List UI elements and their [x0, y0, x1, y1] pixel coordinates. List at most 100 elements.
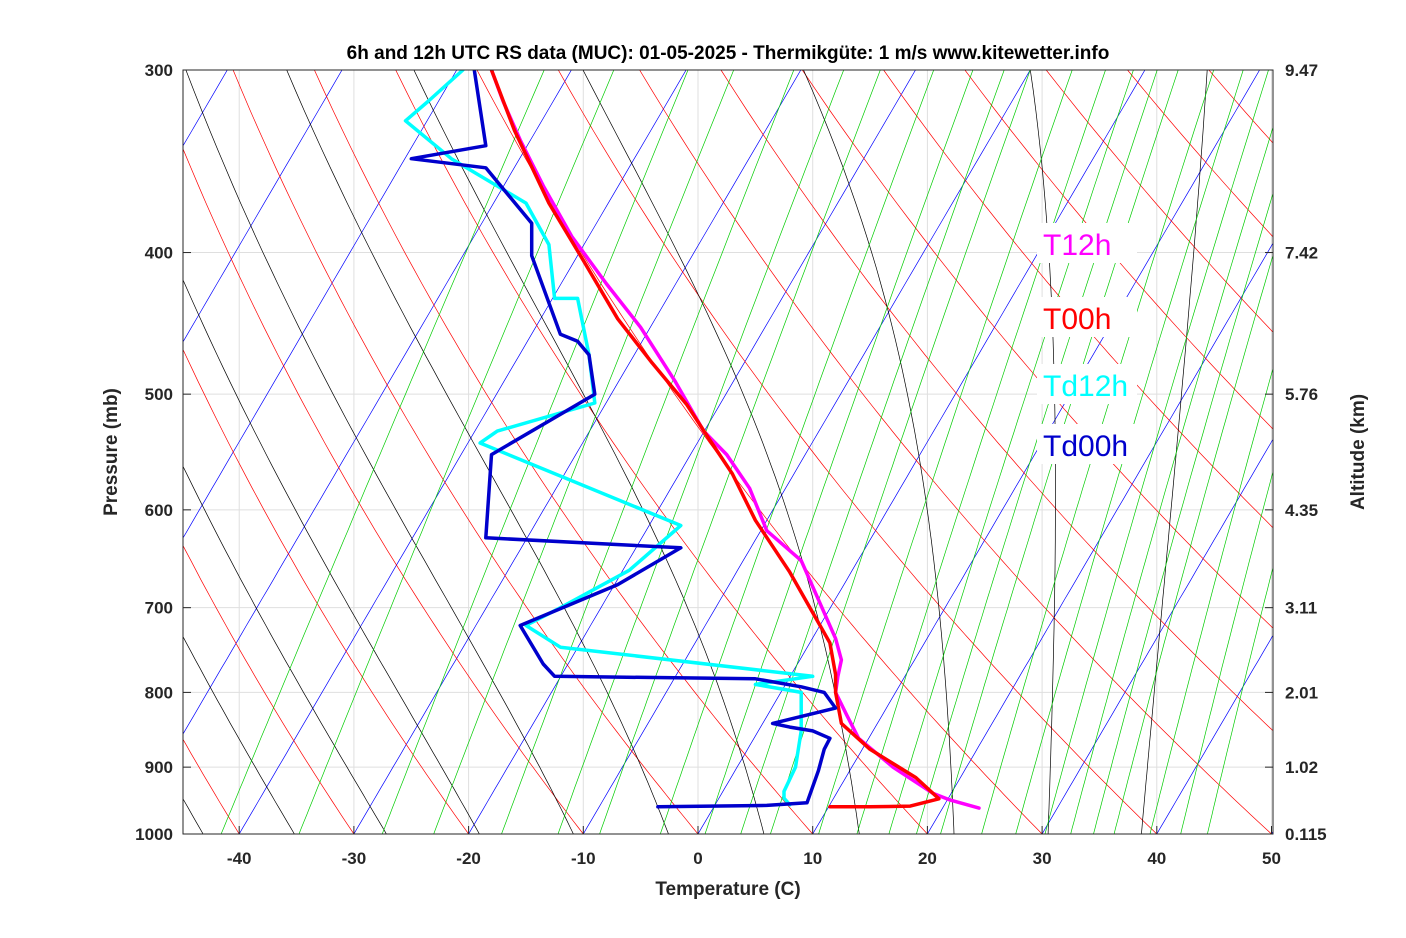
moist-adiabat-line	[413, 70, 765, 834]
moist-adiabat-line	[1141, 70, 1208, 834]
dry-adiabat-line	[639, 70, 1273, 834]
moist-adiabat-line	[185, 70, 574, 834]
dry-adiabat-line	[183, 348, 470, 834]
isotherm-line	[1368, 26, 1406, 865]
isotherm-line	[183, 70, 572, 735]
chart-title: 6h and 12h UTC RS data (MUC): 01-05-2025…	[347, 43, 1110, 64]
isotherm-line	[1156, 634, 1273, 834]
mixing-ratio-line	[818, 70, 1073, 834]
dry-adiabat-line	[395, 70, 928, 834]
y-tick-label: 600	[145, 501, 173, 520]
y-tick-label: 300	[145, 61, 173, 80]
x-axis-title: Temperature (C)	[655, 879, 800, 900]
dry-adiabat-line	[964, 70, 1273, 430]
y-tick-label: 900	[145, 758, 173, 777]
mixing-ratio-line	[981, 70, 1215, 834]
series-line-td12h	[403, 70, 815, 807]
dry-adiabat-line	[801, 70, 1273, 629]
isotherm-line	[1271, 830, 1273, 834]
mixing-ratio-line	[1070, 126, 1273, 834]
legend-entry-t12h: T12h	[1043, 229, 1111, 262]
x-tick-label: 40	[1147, 849, 1166, 868]
mixing-ratio-line	[740, 70, 1005, 834]
isotherm-line	[353, 70, 802, 834]
mixing-ratio-line	[1180, 470, 1273, 834]
dry-adiabat-line	[883, 70, 1273, 529]
y2-axis-title: Altitude (km)	[1348, 394, 1369, 510]
isotherm-line	[0, 26, 24, 865]
moist-adiabat-line	[183, 465, 387, 834]
mixing-ratio-line	[1149, 367, 1273, 834]
mixing-ratio-line	[1207, 566, 1273, 834]
mixing-ratio-line	[888, 70, 1134, 834]
legend-background	[1037, 364, 1137, 404]
isotherm-line	[183, 70, 458, 539]
mixing-ratio-line	[940, 70, 1179, 834]
y2-tick-label: 5.76	[1285, 385, 1318, 404]
y2-tick-label: 1.02	[1285, 758, 1318, 777]
mixing-ratio-line	[856, 70, 1106, 834]
dry-adiabat-line	[476, 70, 1043, 834]
y-tick-label: 700	[145, 599, 173, 618]
mixing-ratio-line	[1015, 70, 1244, 834]
moist-adiabat-line	[183, 635, 295, 834]
mixing-ratio-line	[1044, 70, 1269, 834]
legend-entry-td00h: Td00h	[1043, 430, 1128, 463]
dry-adiabat-line	[183, 738, 240, 834]
x-tick-label: 0	[693, 849, 702, 868]
x-tick-label: 20	[918, 849, 937, 868]
moist-adiabat-line	[286, 70, 669, 834]
y2-tick-label: 0.115	[1285, 825, 1327, 844]
isotherm-line	[582, 70, 1031, 834]
x-tick-label: 50	[1262, 849, 1281, 868]
isotherm-line	[238, 70, 687, 834]
dry-adiabat-line	[183, 147, 584, 834]
x-axis-ticks: -40 -30 -20 -10 0 10 20 30 40 50	[227, 826, 1281, 868]
dry-adiabat-line	[557, 70, 1158, 834]
legend-background	[1037, 297, 1137, 337]
isotherm-line	[183, 70, 343, 343]
mixing-ratio-line	[916, 70, 1158, 834]
legend-entry-td12h: Td12h	[1043, 370, 1128, 403]
mixing-ratio-line	[557, 70, 845, 834]
mixing-ratio-line	[1093, 192, 1273, 834]
x-tick-label: -10	[571, 849, 596, 868]
moist-adiabat-line	[1029, 70, 1056, 834]
dry-adiabat-line	[232, 70, 699, 834]
sounding-profiles	[403, 70, 981, 810]
x-tick-label: 30	[1033, 849, 1052, 868]
moist-adiabat-line	[183, 278, 480, 834]
legend-entry-t00h: T00h	[1043, 303, 1111, 336]
legend-background	[1037, 223, 1137, 263]
y-axis-ticks: 300 400 500 600 700 800 900 1000	[135, 61, 191, 844]
mixing-ratio-line	[1113, 254, 1273, 834]
legend: T12h T00h Td12h Td00h	[1037, 223, 1137, 464]
y2-axis-ticks: 9.47 7.42 5.76 4.35 3.11 2.01 1.02 0.115	[1265, 61, 1327, 844]
dry-adiabat-line	[1045, 70, 1273, 333]
y2-tick-label: 9.47	[1285, 61, 1318, 80]
dry-adiabat-line	[1252, 26, 1406, 865]
y-axis-title: Pressure (mb)	[101, 388, 122, 516]
y2-tick-label: 7.42	[1285, 244, 1318, 263]
isotherm-line	[926, 242, 1273, 834]
mixing-ratio-line	[599, 70, 881, 834]
mixing-ratio-line	[501, 70, 795, 834]
isotherm-line	[812, 70, 1261, 834]
dry-adiabat-line	[314, 70, 814, 834]
isotherm-line	[1041, 438, 1273, 834]
y2-tick-label: 3.11	[1285, 599, 1317, 618]
mixing-ratio-line	[298, 70, 615, 834]
y-tick-label: 1000	[135, 825, 173, 844]
series-line-td00h	[409, 70, 838, 809]
mixing-ratio-line	[381, 70, 689, 834]
x-tick-label: -30	[342, 849, 367, 868]
isotherm-line	[697, 70, 1146, 834]
plot-frame	[182, 69, 1274, 835]
series-line-t00h	[489, 70, 941, 809]
y2-tick-label: 4.35	[1285, 501, 1318, 520]
y-tick-label: 500	[145, 385, 173, 404]
x-tick-label: 10	[803, 849, 822, 868]
mixing-ratio-line	[433, 70, 735, 834]
y-tick-label: 800	[145, 683, 173, 702]
mixing-ratio-line	[659, 70, 935, 834]
